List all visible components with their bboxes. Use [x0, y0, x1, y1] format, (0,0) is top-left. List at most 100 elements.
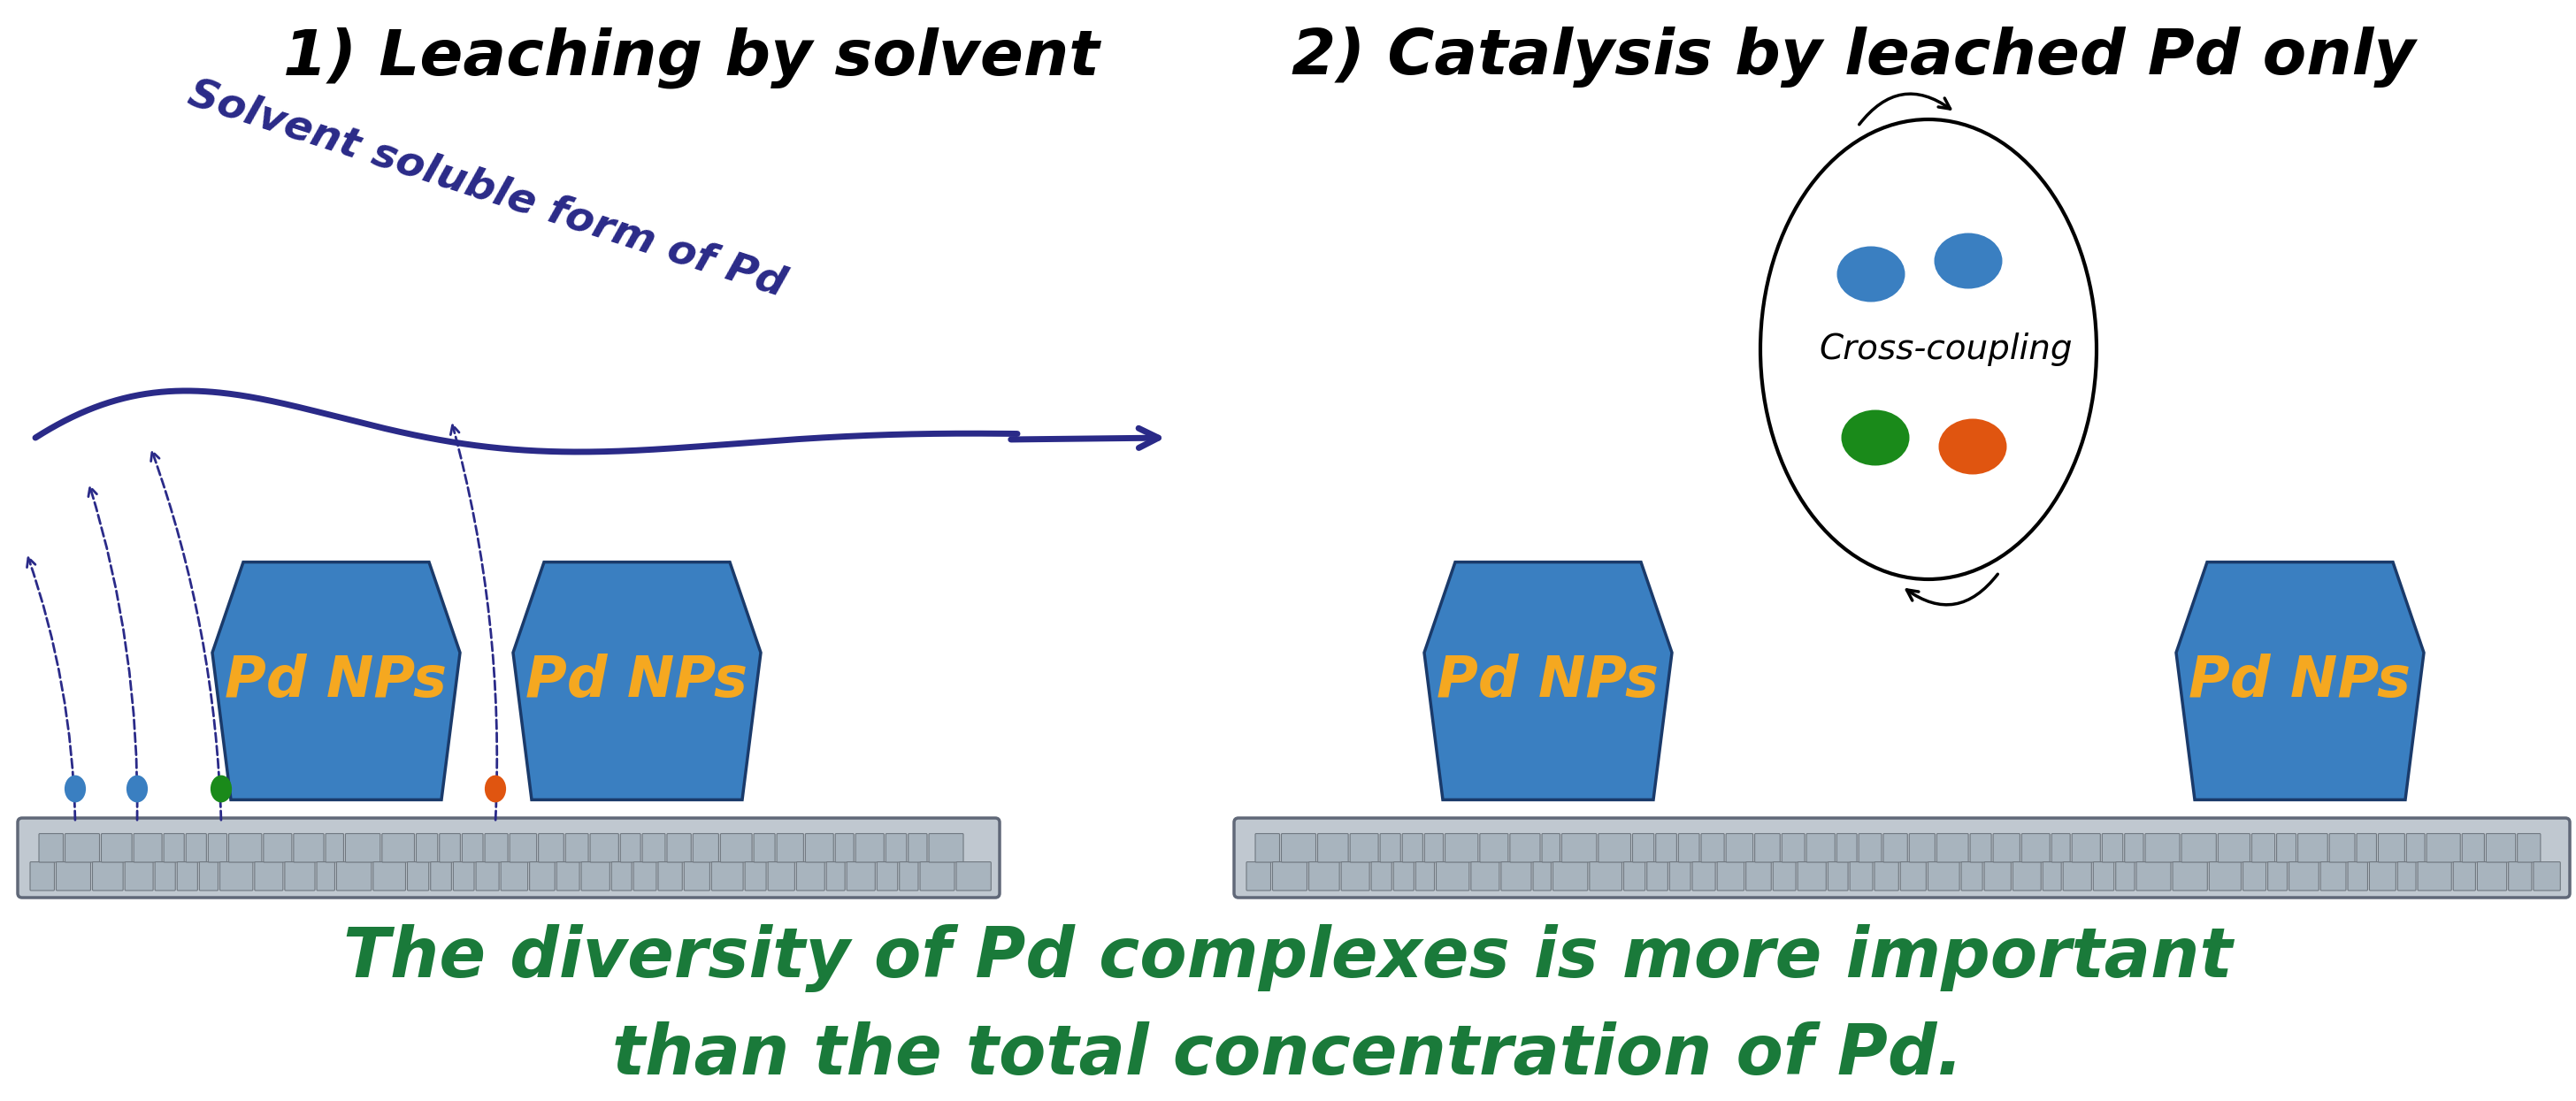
FancyBboxPatch shape	[1798, 862, 1826, 891]
FancyBboxPatch shape	[1510, 833, 1540, 862]
FancyBboxPatch shape	[886, 833, 907, 862]
FancyBboxPatch shape	[1669, 862, 1690, 891]
FancyBboxPatch shape	[229, 833, 263, 862]
FancyBboxPatch shape	[417, 833, 438, 862]
FancyBboxPatch shape	[590, 833, 618, 862]
FancyBboxPatch shape	[1850, 862, 1873, 891]
FancyBboxPatch shape	[2290, 862, 2318, 891]
FancyBboxPatch shape	[134, 833, 162, 862]
FancyBboxPatch shape	[255, 862, 283, 891]
FancyBboxPatch shape	[1381, 833, 1401, 862]
FancyBboxPatch shape	[477, 862, 500, 891]
FancyBboxPatch shape	[263, 833, 291, 862]
Ellipse shape	[1940, 418, 2007, 475]
FancyBboxPatch shape	[876, 862, 896, 891]
Ellipse shape	[1759, 119, 2097, 579]
Text: Pd NPs: Pd NPs	[2190, 654, 2411, 708]
FancyBboxPatch shape	[930, 833, 963, 862]
FancyBboxPatch shape	[956, 862, 992, 891]
FancyBboxPatch shape	[855, 833, 884, 862]
FancyBboxPatch shape	[484, 833, 507, 862]
FancyBboxPatch shape	[337, 862, 371, 891]
FancyBboxPatch shape	[1837, 833, 1857, 862]
FancyBboxPatch shape	[374, 862, 404, 891]
FancyBboxPatch shape	[2094, 862, 2115, 891]
FancyBboxPatch shape	[611, 862, 631, 891]
Text: Pd NPs: Pd NPs	[224, 654, 448, 708]
FancyBboxPatch shape	[93, 862, 124, 891]
FancyBboxPatch shape	[2136, 862, 2172, 891]
FancyBboxPatch shape	[2218, 833, 2249, 862]
FancyBboxPatch shape	[381, 833, 415, 862]
FancyBboxPatch shape	[2063, 862, 2092, 891]
FancyBboxPatch shape	[721, 833, 752, 862]
FancyBboxPatch shape	[1273, 862, 1306, 891]
FancyBboxPatch shape	[778, 833, 804, 862]
FancyBboxPatch shape	[1747, 862, 1772, 891]
FancyBboxPatch shape	[641, 833, 665, 862]
FancyBboxPatch shape	[1927, 862, 1960, 891]
FancyBboxPatch shape	[796, 862, 824, 891]
FancyBboxPatch shape	[1247, 862, 1270, 891]
Text: Cross-coupling: Cross-coupling	[1819, 333, 2074, 367]
FancyBboxPatch shape	[18, 818, 999, 897]
FancyBboxPatch shape	[582, 862, 611, 891]
FancyBboxPatch shape	[1971, 833, 1991, 862]
Ellipse shape	[211, 775, 232, 803]
FancyBboxPatch shape	[100, 833, 131, 862]
FancyBboxPatch shape	[2251, 833, 2275, 862]
FancyBboxPatch shape	[2043, 862, 2061, 891]
FancyBboxPatch shape	[1597, 833, 1631, 862]
FancyBboxPatch shape	[2486, 833, 2517, 862]
Text: Solvent soluble form of Pd: Solvent soluble form of Pd	[183, 74, 791, 305]
FancyBboxPatch shape	[1543, 833, 1561, 862]
FancyBboxPatch shape	[1553, 862, 1587, 891]
FancyBboxPatch shape	[909, 833, 927, 862]
FancyBboxPatch shape	[286, 862, 314, 891]
FancyBboxPatch shape	[2452, 862, 2476, 891]
FancyBboxPatch shape	[1772, 862, 1795, 891]
FancyBboxPatch shape	[2071, 833, 2099, 862]
FancyBboxPatch shape	[430, 862, 451, 891]
FancyBboxPatch shape	[2329, 833, 2354, 862]
Text: than the total concentration of Pd.: than the total concentration of Pd.	[613, 1022, 1963, 1089]
FancyBboxPatch shape	[2012, 862, 2040, 891]
FancyBboxPatch shape	[657, 862, 683, 891]
FancyBboxPatch shape	[1883, 833, 1906, 862]
FancyBboxPatch shape	[1417, 862, 1435, 891]
Ellipse shape	[1842, 410, 1909, 466]
Ellipse shape	[126, 775, 147, 803]
FancyBboxPatch shape	[31, 862, 54, 891]
FancyBboxPatch shape	[1280, 833, 1316, 862]
FancyBboxPatch shape	[1937, 833, 1968, 862]
FancyBboxPatch shape	[1589, 862, 1623, 891]
FancyBboxPatch shape	[1394, 862, 1414, 891]
FancyBboxPatch shape	[806, 833, 835, 862]
FancyBboxPatch shape	[1319, 833, 1347, 862]
FancyBboxPatch shape	[1533, 862, 1551, 891]
FancyBboxPatch shape	[1860, 833, 1880, 862]
FancyBboxPatch shape	[1234, 818, 2571, 897]
FancyBboxPatch shape	[407, 862, 428, 891]
FancyBboxPatch shape	[1754, 833, 1780, 862]
FancyBboxPatch shape	[1350, 833, 1378, 862]
FancyBboxPatch shape	[2102, 833, 2123, 862]
FancyBboxPatch shape	[2347, 862, 2367, 891]
FancyBboxPatch shape	[1984, 862, 2012, 891]
FancyBboxPatch shape	[1309, 862, 1340, 891]
FancyBboxPatch shape	[209, 833, 227, 862]
FancyBboxPatch shape	[2427, 833, 2460, 862]
FancyBboxPatch shape	[165, 833, 185, 862]
FancyBboxPatch shape	[1561, 833, 1597, 862]
FancyBboxPatch shape	[2463, 833, 2483, 862]
FancyBboxPatch shape	[538, 833, 564, 862]
FancyBboxPatch shape	[1633, 833, 1654, 862]
FancyBboxPatch shape	[317, 862, 335, 891]
FancyBboxPatch shape	[2321, 862, 2347, 891]
FancyBboxPatch shape	[667, 833, 690, 862]
FancyBboxPatch shape	[2210, 862, 2241, 891]
FancyBboxPatch shape	[1646, 862, 1667, 891]
FancyBboxPatch shape	[531, 862, 554, 891]
FancyBboxPatch shape	[2146, 833, 2179, 862]
FancyBboxPatch shape	[768, 862, 796, 891]
